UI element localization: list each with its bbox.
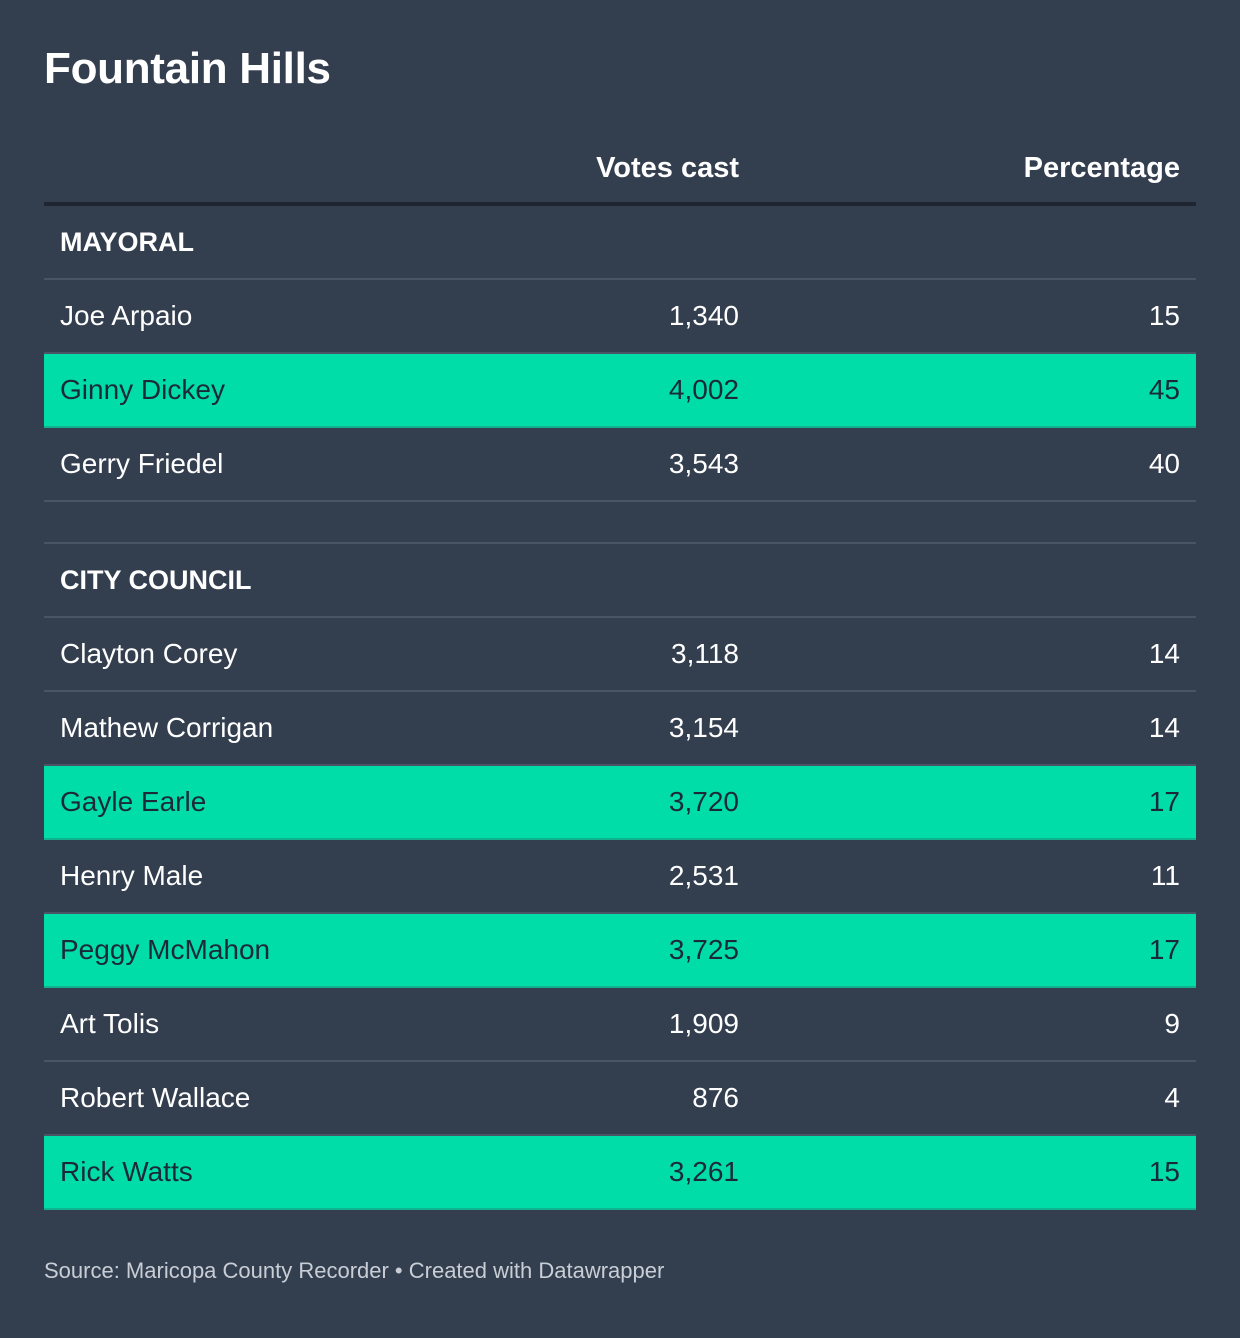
column-header-percentage: Percentage <box>1023 152 1180 184</box>
votes-cast-value: 3,261 <box>668 1156 739 1187</box>
table-row: Robert Wallace 876 4 <box>44 1062 1196 1136</box>
table-header: Votes cast Percentage <box>44 130 1196 206</box>
section-label: MAYORAL <box>60 227 195 257</box>
candidate-name: Gerry Friedel <box>60 448 224 479</box>
section-label: CITY COUNCIL <box>60 565 252 595</box>
candidate-name: Clayton Corey <box>60 638 238 669</box>
candidate-name: Robert Wallace <box>60 1082 251 1113</box>
votes-cast-value: 3,720 <box>668 786 739 817</box>
section-spacer <box>44 502 1196 544</box>
percentage-value: 9 <box>1164 1008 1180 1039</box>
candidate-name: Rick Watts <box>60 1156 193 1187</box>
votes-cast-value: 3,725 <box>668 934 739 965</box>
percentage-value: 40 <box>1148 448 1180 479</box>
votes-cast-value: 1,340 <box>668 300 739 331</box>
votes-cast-value: 3,543 <box>668 448 739 479</box>
percentage-value: 17 <box>1148 786 1180 817</box>
percentage-value: 4 <box>1164 1082 1180 1113</box>
table-row: Ginny Dickey 4,002 45 <box>44 354 1196 428</box>
votes-cast-value: 2,531 <box>668 860 739 891</box>
votes-cast-value: 1,909 <box>668 1008 739 1039</box>
percentage-value: 14 <box>1148 638 1180 669</box>
candidate-name: Gayle Earle <box>60 786 207 817</box>
chart-title: Fountain Hills <box>44 44 331 93</box>
table-row: Joe Arpaio 1,340 15 <box>44 280 1196 354</box>
section-header: CITY COUNCIL <box>44 544 1196 618</box>
table-row: Rick Watts 3,261 15 <box>44 1136 1196 1210</box>
percentage-value: 45 <box>1148 374 1180 405</box>
results-table: Votes cast Percentage MAYORAL Joe Arpaio 1… <box>44 130 1196 1210</box>
candidate-name: Henry Male <box>60 860 204 891</box>
table-row: Gerry Friedel 3,543 40 <box>44 428 1196 502</box>
section-header: MAYORAL <box>44 206 1196 280</box>
table-row: Art Tolis 1,909 9 <box>44 988 1196 1062</box>
candidate-name: Mathew Corrigan <box>60 712 274 743</box>
votes-cast-value: 876 <box>692 1082 739 1113</box>
table-row: Clayton Corey 3,118 14 <box>44 618 1196 692</box>
percentage-value: 17 <box>1148 934 1180 965</box>
source-note: Source: Maricopa County Recorder • Creat… <box>44 1258 665 1283</box>
votes-cast-value: 3,118 <box>671 638 739 669</box>
table-row: Mathew Corrigan 3,154 14 <box>44 692 1196 766</box>
votes-cast-value: 4,002 <box>668 374 739 405</box>
candidate-name: Ginny Dickey <box>60 374 225 405</box>
table-body: MAYORAL Joe Arpaio 1,340 15 Ginny Dickey 4,00… <box>44 206 1196 1210</box>
column-header-votes: Votes cast <box>596 152 739 184</box>
candidate-name: Joe Arpaio <box>60 300 193 331</box>
votes-cast-value: 3,154 <box>668 712 739 743</box>
percentage-value: 14 <box>1148 712 1180 743</box>
table-row: Henry Male 2,531 11 <box>44 840 1196 914</box>
table-row: Gayle Earle 3,720 17 <box>44 766 1196 840</box>
candidate-name: Peggy McMahon <box>60 934 271 965</box>
table-row: Peggy McMahon 3,725 17 <box>44 914 1196 988</box>
candidate-name: Art Tolis <box>60 1008 160 1039</box>
percentage-value: 11 <box>1150 860 1180 891</box>
percentage-value: 15 <box>1148 1156 1180 1187</box>
percentage-value: 15 <box>1148 300 1180 331</box>
